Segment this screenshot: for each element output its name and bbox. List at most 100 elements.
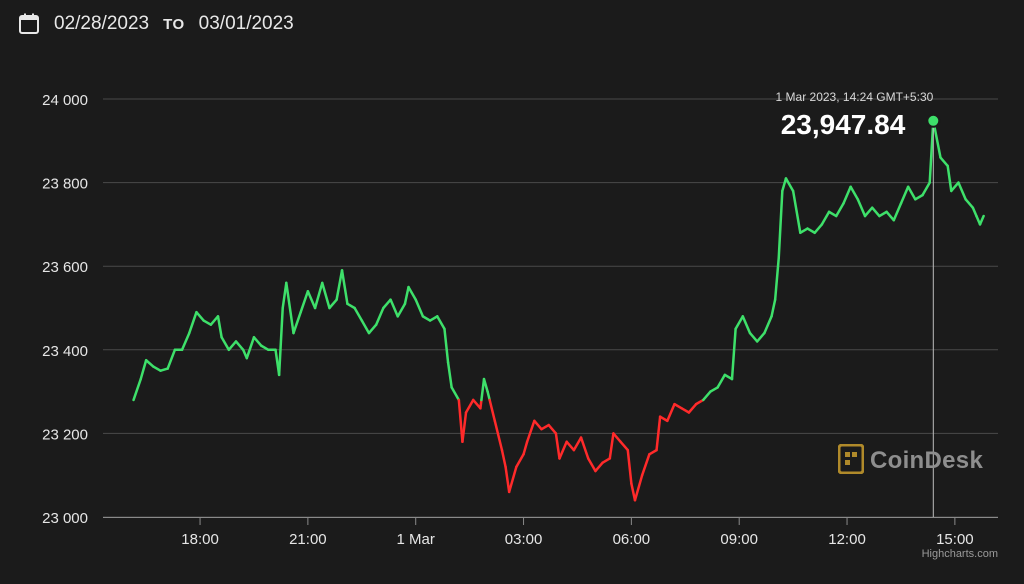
price-segment	[259, 344, 270, 352]
price-segment	[773, 256, 780, 301]
price-segment	[245, 336, 256, 360]
price-segment	[450, 386, 461, 402]
price-segment	[842, 185, 852, 205]
price-segment	[648, 448, 658, 456]
price-segment	[554, 432, 561, 460]
price-segment	[921, 181, 931, 197]
calendar-icon[interactable]	[18, 13, 40, 35]
price-segment	[321, 281, 331, 310]
price-segment	[784, 177, 795, 193]
x-tick-label: 06:00	[613, 531, 651, 548]
price-segment	[346, 302, 356, 310]
price-segment	[533, 419, 543, 431]
price-segment	[209, 315, 220, 326]
x-tick-label: 18:00	[181, 531, 219, 548]
price-segment	[655, 415, 662, 452]
price-series	[132, 119, 985, 502]
price-segment	[540, 423, 550, 431]
price-segment	[630, 482, 637, 502]
price-segment	[353, 306, 364, 322]
grid-lines	[103, 98, 998, 518]
price-segment	[914, 193, 924, 201]
price-segment	[791, 189, 802, 235]
tooltip-datetime: 1 Mar 2023, 14:24 GMT+5:30	[776, 90, 934, 104]
highcharts-credit[interactable]: Highcharts.com	[921, 548, 998, 560]
price-segment	[188, 310, 198, 335]
price-segment	[500, 448, 507, 469]
from-date[interactable]: 02/28/2023	[54, 13, 150, 34]
price-segment	[755, 331, 766, 343]
price-segment	[813, 223, 824, 235]
price-segment	[781, 177, 788, 193]
price-segment	[827, 210, 838, 218]
price-segment	[763, 315, 773, 335]
price-segment	[748, 331, 759, 343]
price-segment	[396, 302, 407, 318]
price-segment	[389, 298, 399, 318]
price-segment	[285, 281, 295, 335]
y-tick-label: 23 400	[42, 343, 88, 360]
price-segment	[612, 432, 622, 444]
price-segment	[374, 306, 385, 326]
price-segment	[565, 440, 576, 452]
price-segment	[328, 298, 338, 310]
price-segment	[227, 340, 238, 352]
price-segment	[152, 365, 162, 372]
highlight-point[interactable]	[926, 113, 941, 128]
price-segment	[414, 298, 425, 318]
price-segment	[382, 298, 392, 310]
price-segment	[586, 457, 597, 473]
date-range-header: 02/28/2023 TO 03/01/2023	[18, 8, 294, 40]
x-tick-label: 03:00	[505, 531, 543, 548]
price-segment	[849, 185, 860, 201]
tooltip: 1 Mar 2023, 14:24 GMT+5:30 23,947.84	[776, 90, 941, 517]
price-segment	[594, 461, 604, 473]
price-segment	[486, 390, 491, 402]
price-segment	[957, 181, 967, 201]
to-date[interactable]: 03/01/2023	[198, 13, 294, 34]
price-segment	[946, 164, 953, 193]
price-segment	[488, 398, 497, 423]
price-segment	[139, 359, 148, 381]
coindesk-watermark: CoinDesk	[837, 443, 988, 478]
x-tick-label: 15:00	[936, 531, 974, 548]
price-segment	[964, 198, 975, 209]
price-segment	[436, 315, 446, 331]
price-segment	[360, 319, 371, 335]
price-segment	[633, 473, 644, 502]
price-segment	[608, 432, 615, 460]
x-axis-labels: 18:00 21:00 1 Mar 03:00 06:00 09:00 12:00 15:00	[181, 517, 974, 548]
price-segment	[340, 269, 349, 306]
price-segment	[702, 390, 712, 402]
price-segment	[716, 373, 727, 389]
watermark-text: CoinDesk	[870, 447, 984, 474]
y-tick-label: 24 000	[42, 92, 88, 109]
price-segment	[856, 198, 867, 218]
price-segment	[694, 398, 705, 406]
price-segment	[493, 419, 504, 452]
price-segment	[292, 310, 302, 335]
price-segment	[482, 377, 489, 393]
y-tick-label: 23 200	[42, 426, 88, 443]
price-segment	[547, 423, 558, 435]
x-tick-label: 12:00	[828, 531, 866, 548]
price-segment	[446, 361, 453, 389]
x-tick-label: 09:00	[720, 531, 758, 548]
price-segment	[558, 440, 568, 460]
price-segment	[471, 398, 482, 410]
price-segment	[687, 402, 698, 414]
price-segment	[878, 210, 888, 218]
price-segment	[443, 327, 450, 364]
price-segment	[680, 407, 691, 414]
price-segment	[673, 402, 683, 410]
price-segment	[504, 465, 511, 494]
price-segment	[928, 119, 935, 184]
price-segment	[220, 336, 231, 352]
price-segment	[522, 440, 529, 456]
price-segment	[730, 327, 737, 381]
price-segment	[421, 315, 432, 322]
price-segment	[806, 227, 816, 235]
price-segment	[515, 453, 525, 469]
price-segment	[335, 269, 344, 301]
